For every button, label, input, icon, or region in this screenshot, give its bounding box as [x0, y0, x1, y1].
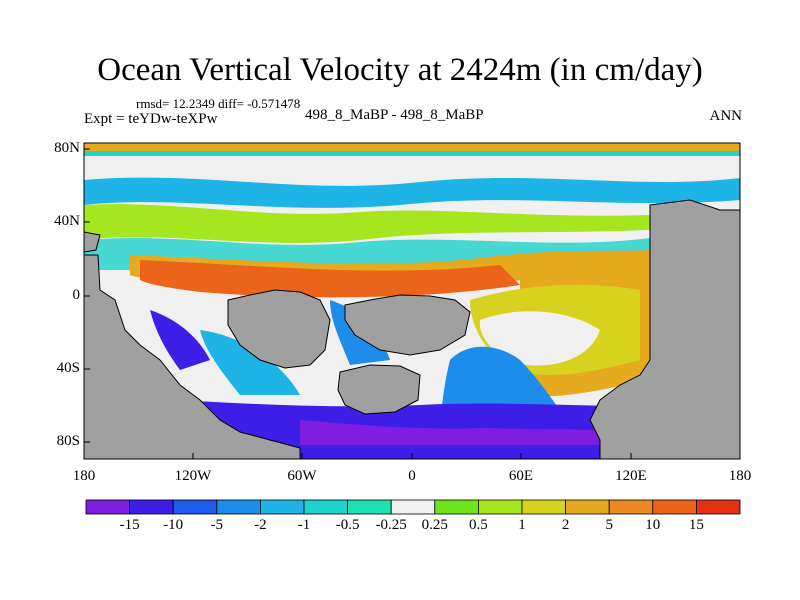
colorbar	[85, 499, 741, 515]
colorbar-label: -5	[210, 517, 224, 533]
x-tick-label: 60W	[287, 468, 317, 484]
y-tick-label: 80N	[54, 140, 80, 156]
colorbar-swatch	[303, 499, 348, 515]
colorbar-swatch	[347, 499, 392, 515]
x-tick-label: 60E	[508, 468, 534, 484]
colorbar-label: 0.25	[421, 517, 448, 533]
y-tick-label: 80S	[56, 433, 80, 449]
colorbar-label: 15	[688, 517, 704, 533]
colorbar-label: 5	[605, 517, 613, 533]
y-tick-label: 40N	[54, 213, 80, 229]
colorbar-swatch	[696, 499, 741, 515]
experiment-label: Expt = teYDw-teXPw	[84, 111, 218, 127]
colorbar-label: -10	[163, 517, 184, 533]
colorbar-swatch	[608, 499, 654, 515]
map-field	[84, 143, 740, 459]
case-label: 498_8_MaBP - 498_8_MaBP	[305, 107, 484, 123]
colorbar-label: -0.5	[335, 517, 360, 533]
stats-text: rmsd= 12.2349 diff= -0.571478	[136, 96, 301, 111]
y-tick-label: 40S	[56, 360, 80, 376]
colorbar-swatch	[216, 499, 261, 515]
colorbar-label: 2	[561, 517, 570, 533]
colorbar-swatch	[521, 499, 566, 515]
x-tick-label: 0	[408, 468, 416, 484]
x-tick-label: 120E	[615, 468, 647, 484]
colorbar-swatch	[390, 499, 436, 515]
colorbar-swatch	[565, 499, 610, 515]
season-label: ANN	[709, 108, 743, 124]
colorbar-swatch	[259, 499, 305, 515]
colorbar-label: 0.5	[469, 517, 488, 533]
colorbar-swatch	[172, 499, 218, 515]
colorbar-label: -1	[297, 517, 311, 533]
x-tick-label: 180	[728, 468, 752, 484]
colorbar-swatch	[434, 499, 479, 515]
colorbar-swatch	[129, 499, 174, 515]
x-tick-label: 180	[72, 468, 96, 484]
colorbar-label: -0.25	[375, 517, 407, 533]
x-tick-label: 120W	[174, 468, 212, 484]
colorbar-label: 10	[645, 517, 661, 533]
colorbar-label: -15	[119, 517, 140, 533]
y-tick-label: 0	[72, 287, 81, 303]
colorbar-label: -2	[254, 517, 267, 533]
colorbar-label: 1	[518, 517, 526, 533]
colorbar-swatch	[652, 499, 697, 515]
colorbar-swatch	[85, 499, 130, 515]
colorbar-swatch	[477, 499, 523, 515]
map-title: Ocean Vertical Velocity at 2424m (in cm/…	[97, 52, 703, 88]
